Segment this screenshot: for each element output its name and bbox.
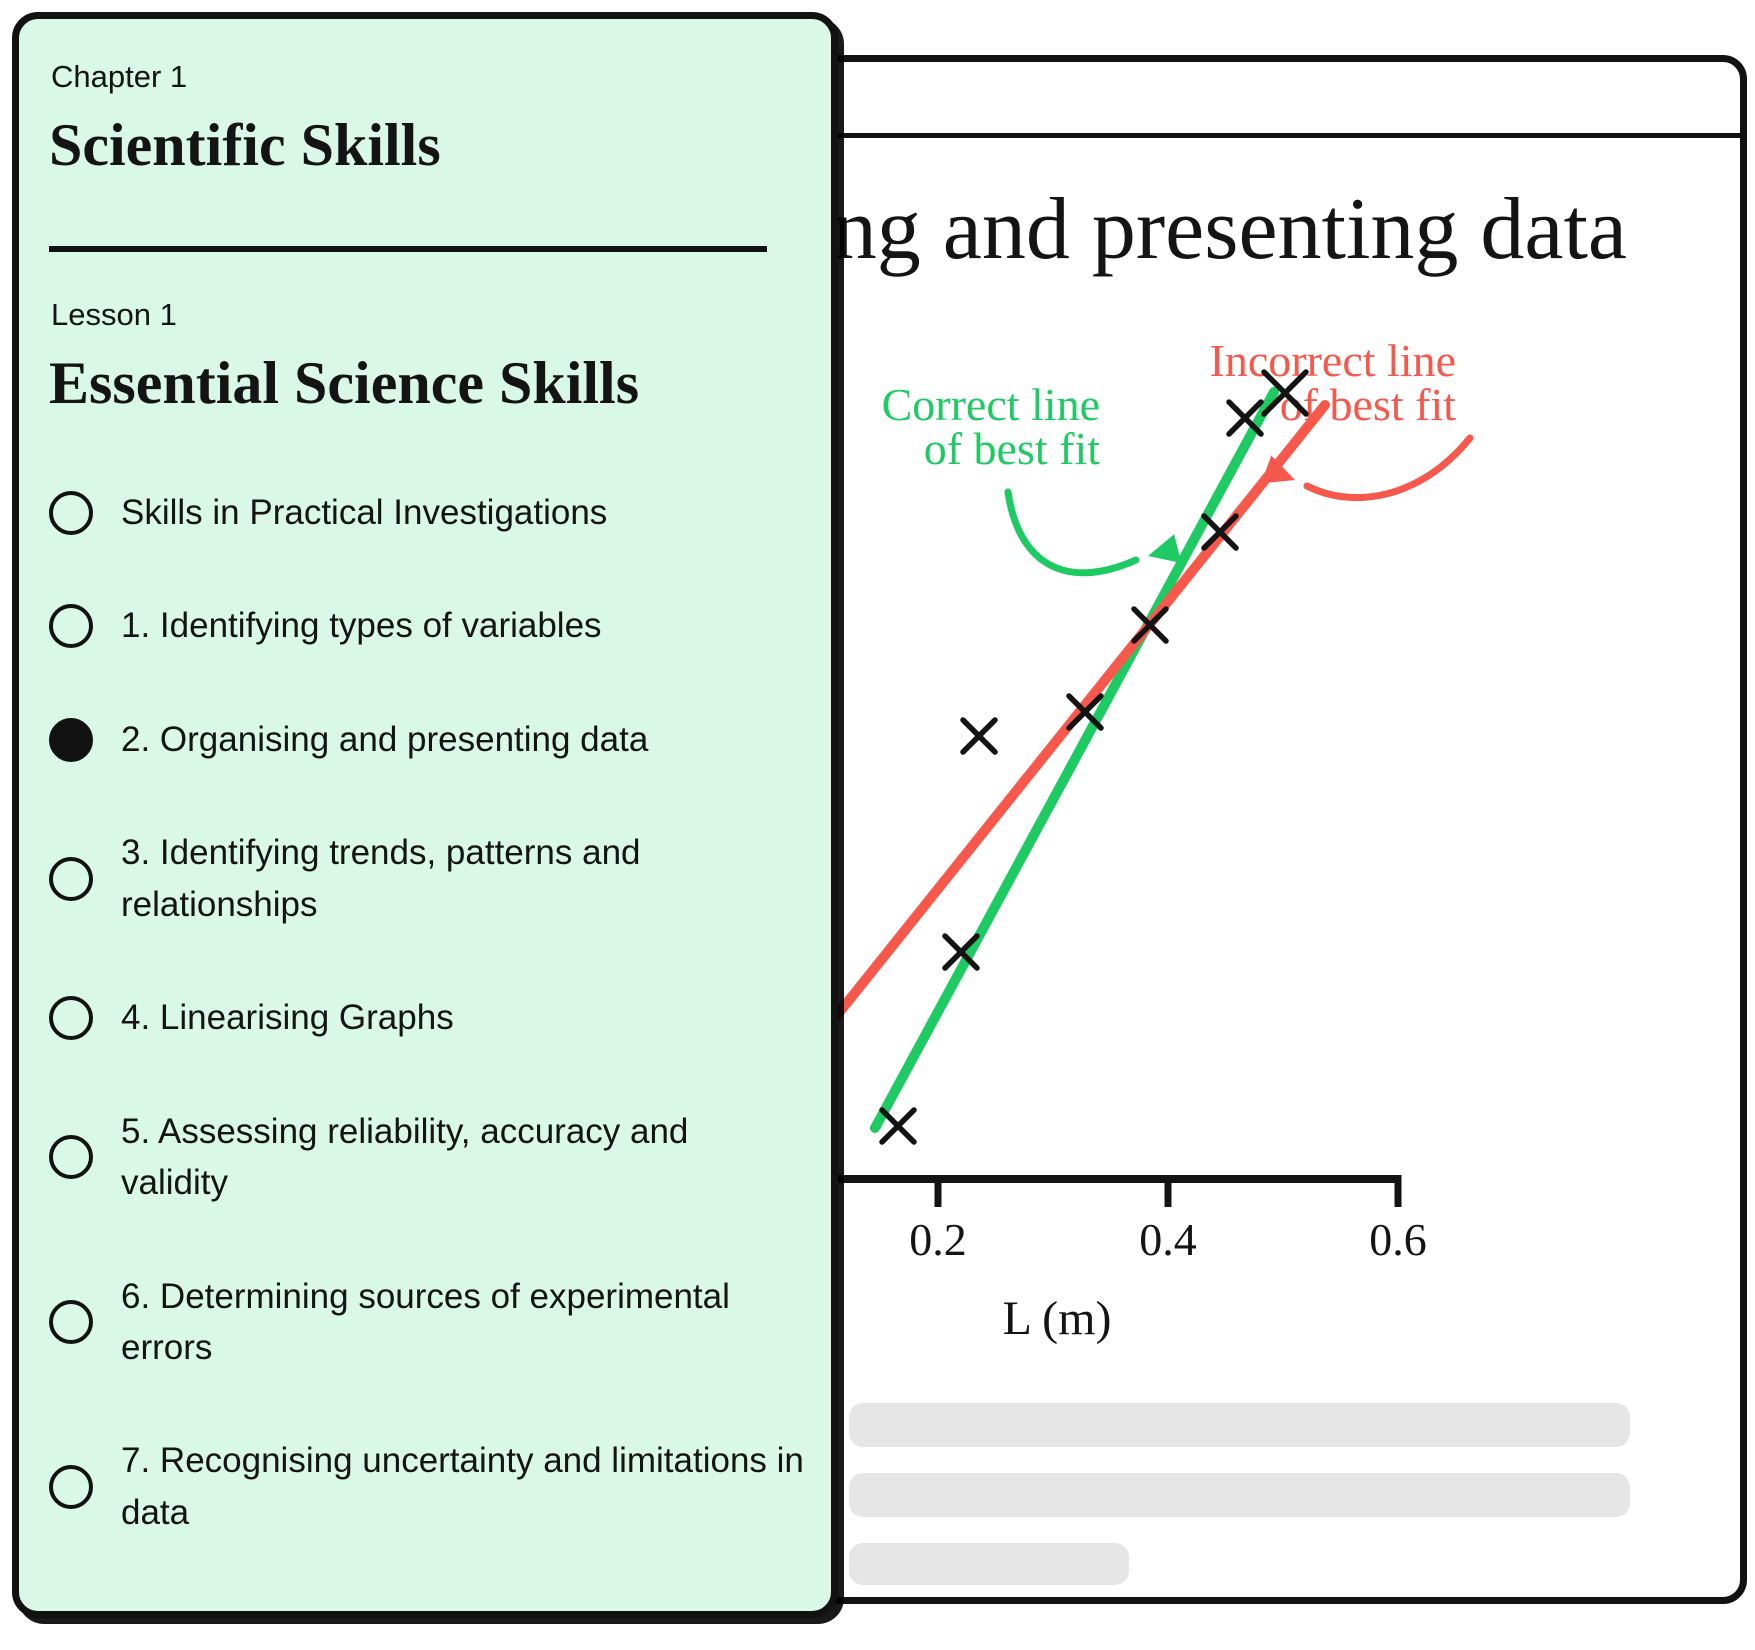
- lesson-title: Essential Science Skills: [49, 350, 640, 416]
- lesson-item[interactable]: Skills in Practical Investigations: [49, 487, 805, 538]
- lesson-item-label: Skills in Practical Investigations: [121, 493, 608, 532]
- lesson-item-label: 3. Identifying trends, patterns and rela…: [121, 833, 641, 924]
- correct-line-of-best-fit-label: Correct line of best fit: [882, 379, 1101, 474]
- radio-icon[interactable]: [49, 1135, 93, 1180]
- card-header-divider: [277, 133, 1740, 138]
- radio-icon[interactable]: [49, 995, 93, 1040]
- lesson-item[interactable]: 3. Identifying trends, patterns and rela…: [49, 827, 805, 930]
- radio-icon[interactable]: [49, 1299, 93, 1344]
- text-placeholder-bar: [849, 1543, 1129, 1585]
- lesson-item-label: 6. Determining sources of experimental e…: [121, 1276, 730, 1367]
- data-point-x-mark: [1201, 513, 1239, 551]
- lesson-item-label: 2. Organising and presenting data: [121, 719, 649, 759]
- radio-selected-icon[interactable]: [49, 717, 93, 762]
- data-point-x-mark: [879, 1107, 917, 1145]
- lesson-item[interactable]: 4. Linearising Graphs: [49, 992, 805, 1043]
- lesson-item-label: 5. Assessing reliability, accuracy and v…: [121, 1111, 689, 1203]
- chapter-title: Scientific Skills: [49, 112, 441, 178]
- data-point-x-mark: [1226, 399, 1264, 437]
- data-point-x-mark: [1066, 693, 1104, 731]
- lesson-item-label: 4. Linearising Graphs: [121, 998, 454, 1038]
- data-point-x-mark: [960, 717, 998, 755]
- incorrect-line-of-best-fit-label: Incorrect line of best fit: [1210, 335, 1457, 430]
- x-axis-label: L (m): [1003, 1292, 1112, 1345]
- lesson-label: Lesson 1: [51, 297, 177, 332]
- text-placeholder-bar: [849, 1473, 1630, 1517]
- lesson-item[interactable]: 5. Assessing reliability, accuracy and v…: [49, 1106, 805, 1209]
- lesson-item[interactable]: 1. Identifying types of variables: [49, 600, 805, 651]
- lesson-item-label: 7. Recognising uncertainty and limitatio…: [121, 1441, 804, 1532]
- radio-icon[interactable]: [49, 856, 93, 901]
- incorrect-arrow-head: [1261, 455, 1295, 484]
- lesson-list: Skills in Practical Investigations 1. Ide…: [49, 487, 805, 1538]
- x-axis-tick-label: 0.4: [1139, 1214, 1197, 1265]
- radio-icon[interactable]: [49, 604, 93, 649]
- data-point-x-mark: [942, 933, 980, 971]
- text-placeholder-bar: [849, 1403, 1630, 1447]
- lesson-item[interactable]: 6. Determining sources of experimental e…: [49, 1271, 805, 1374]
- correct-line-of-best-fit: [870, 387, 1279, 1133]
- sidebar: Chapter 1 Scientific Skills Lesson 1 Ess…: [12, 12, 838, 1618]
- data-point-x-mark: [1261, 369, 1309, 417]
- chapter-label: Chapter 1: [51, 59, 188, 94]
- lesson-item[interactable]: 7. Recognising uncertainty and limitatio…: [49, 1435, 805, 1538]
- incorrect-arrow: [1303, 434, 1474, 502]
- correct-arrow: [1004, 488, 1140, 577]
- radio-icon[interactable]: [49, 490, 93, 535]
- x-axis-tick-label: 0.6: [1369, 1214, 1427, 1265]
- lesson-item-label: 1. Identifying types of variables: [121, 606, 602, 646]
- data-point-x-mark: [1131, 606, 1169, 644]
- sidebar-divider: [49, 246, 767, 252]
- x-axis-tick-label: 0.2: [909, 1214, 967, 1265]
- correct-arrow-head: [1148, 534, 1182, 563]
- radio-icon[interactable]: [49, 1464, 93, 1509]
- lesson-item[interactable]: 2. Organising and presenting data: [49, 714, 805, 765]
